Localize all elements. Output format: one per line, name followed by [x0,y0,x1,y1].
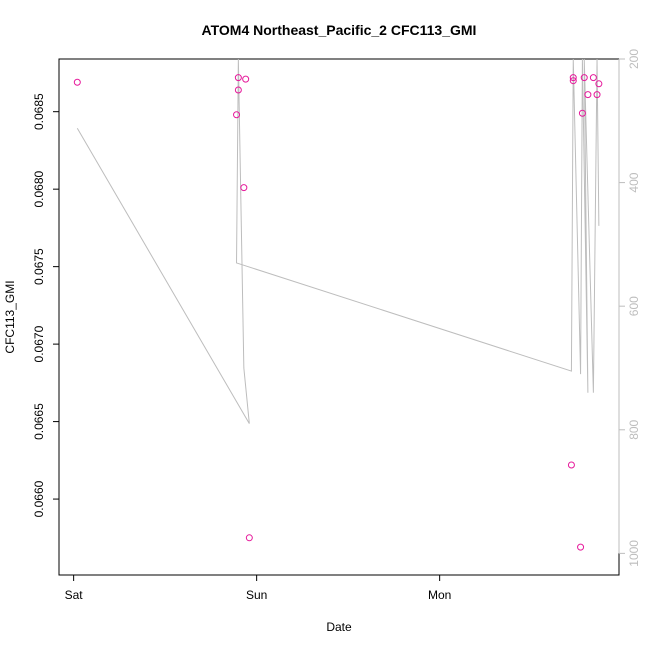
y2-axis: 200 400 600 800 1000 [618,49,641,567]
x-axis-label: Date [326,620,352,634]
data-point [595,80,603,88]
chart-title: ATOM4 Northeast_Pacific_2 CFC113_GMI [202,22,477,38]
y-tick-label: 0.0675 [32,248,46,285]
data-point [567,461,575,469]
data-point [240,184,248,192]
data-point [234,74,242,82]
series-layer [73,58,603,551]
y-tick-label: 0.0665 [32,403,46,440]
y2-tick-label: 400 [627,172,641,192]
y-axis-label: CFC113_GMI [3,280,17,353]
series-line-1 [76,58,600,424]
y-axis: 0.0660 0.0665 0.0670 0.0675 0.0680 0.0685 [32,93,60,517]
y2-tick-label: 600 [627,296,641,316]
y2-tick-label: 200 [627,49,641,69]
x-tick-label: Mon [428,588,451,602]
y2-tick-label: 1000 [627,540,641,567]
data-point [580,74,588,82]
data-point [569,74,577,82]
y-tick-label: 0.0660 [32,480,46,517]
data-point [73,78,81,86]
y-tick-label: 0.0680 [32,170,46,207]
data-point [589,74,597,82]
data-point [242,75,250,83]
data-point [584,91,592,99]
y-tick-label: 0.0670 [32,325,46,362]
y2-tick-label: 800 [627,419,641,439]
data-point [577,543,585,551]
data-point [234,86,242,94]
plot-frame [58,58,620,576]
data-point [245,534,253,542]
x-tick-label: Sat [65,588,84,602]
data-point [578,109,586,117]
x-axis: Sat Sun Mon [65,574,451,602]
data-point [233,111,241,119]
x-tick-label: Sun [246,588,267,602]
data-point [593,91,601,99]
y-tick-label: 0.0685 [32,93,46,130]
data-point [569,77,577,85]
